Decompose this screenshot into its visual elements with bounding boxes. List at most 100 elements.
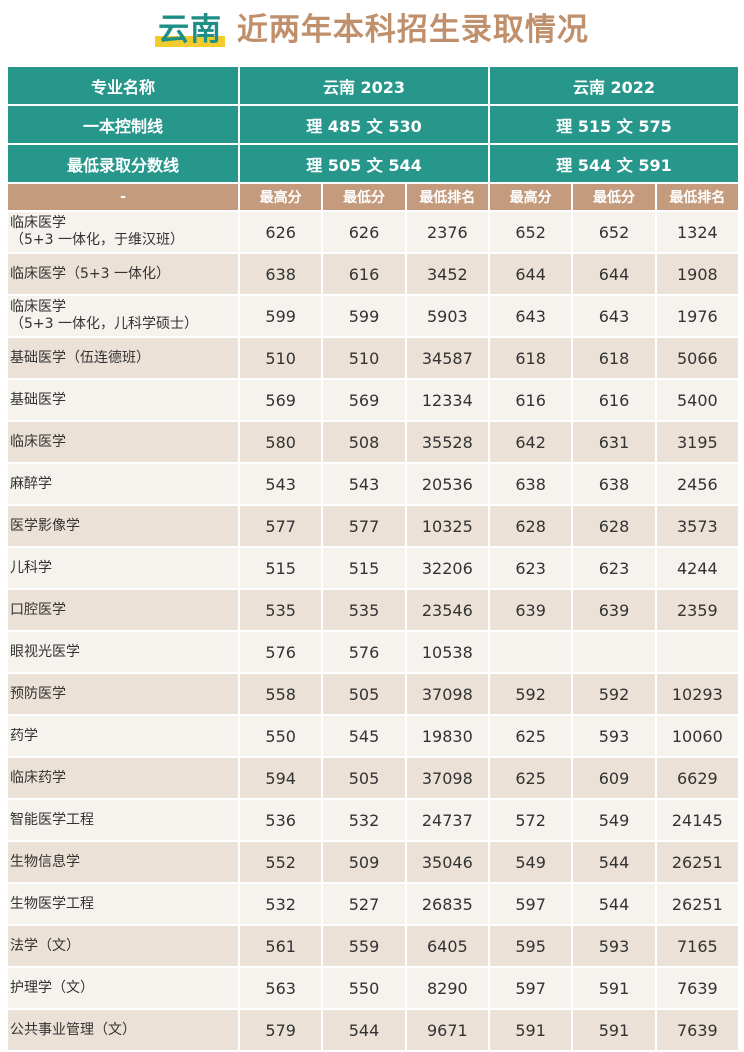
max-2022-cell: 618 <box>489 338 572 378</box>
min-2023-cell: 569 <box>323 380 405 420</box>
min-2023-cell: 532 <box>323 800 405 840</box>
max-2023-cell: 510 <box>240 338 322 378</box>
major-header: 专业名称 <box>8 67 238 104</box>
min-2023-cell: 616 <box>323 254 405 294</box>
table-row: 预防医学 558 505 37098 592 592 10293 <box>8 674 738 714</box>
major-name: 生物医学工程 <box>8 884 238 924</box>
max-2022-header: 最高分 <box>489 184 572 210</box>
rank-2023-cell: 2376 <box>406 212 488 252</box>
page-title: 云南 近两年本科招生录取情况 <box>0 4 744 49</box>
max-2023-cell: 550 <box>240 716 322 756</box>
rank-2022-cell: 1976 <box>656 296 738 336</box>
rank-2023-cell: 26835 <box>406 884 488 924</box>
min-2022-cell: 628 <box>573 506 655 546</box>
min-2022-cell: 544 <box>573 884 655 924</box>
rank-2023-cell: 19830 <box>406 716 488 756</box>
rank-2022-cell: 24145 <box>656 800 738 840</box>
rank-2023-cell: 10325 <box>406 506 488 546</box>
table-row: 基础医学 569 569 12334 616 616 5400 <box>8 380 738 420</box>
major-name: 法学（文） <box>8 926 238 966</box>
max-2022-cell: 623 <box>489 548 572 588</box>
major-name: 眼视光医学 <box>8 632 238 672</box>
max-2022-cell: 644 <box>489 254 572 294</box>
major-name: 基础医学（伍连德班） <box>8 338 238 378</box>
table-row: 临床医学 580 508 35528 642 631 3195 <box>8 422 738 462</box>
rank-2023-cell: 34587 <box>406 338 488 378</box>
year-2023-header: 云南 2023 <box>240 67 488 104</box>
min-2022-cell: 616 <box>573 380 655 420</box>
table-row: 临床药学 594 505 37098 625 609 6629 <box>8 758 738 798</box>
table-row: 医学影像学 577 577 10325 628 628 3573 <box>8 506 738 546</box>
min-2023-header: 最低分 <box>323 184 405 210</box>
rank-2022-cell: 1324 <box>656 212 738 252</box>
min-2022-cell: 639 <box>573 590 655 630</box>
major-name: 护理学（文） <box>8 968 238 1008</box>
max-2023-cell: 536 <box>240 800 322 840</box>
major-name: 口腔医学 <box>8 590 238 630</box>
max-2023-cell: 552 <box>240 842 322 882</box>
max-2023-cell: 577 <box>240 506 322 546</box>
min-score-label: 最低录取分数线 <box>8 145 238 182</box>
header-row: 专业名称 云南 2023 云南 2022 <box>8 67 738 104</box>
major-name: 药学 <box>8 716 238 756</box>
major-name: 公共事业管理（文） <box>8 1010 238 1050</box>
major-name: 临床医学 <box>8 422 238 462</box>
table-row: 眼视光医学 576 576 10538 <box>8 632 738 672</box>
min-2022-cell: 618 <box>573 338 655 378</box>
major-name: 预防医学 <box>8 674 238 714</box>
major-name: 基础医学 <box>8 380 238 420</box>
min-2023-cell: 509 <box>323 842 405 882</box>
table-row: 儿科学 515 515 32206 623 623 4244 <box>8 548 738 588</box>
min-2022-cell: 652 <box>573 212 655 252</box>
max-2023-cell: 579 <box>240 1010 322 1050</box>
min-2023-cell: 599 <box>323 296 405 336</box>
control-line-2022: 理 515 文 575 <box>489 106 738 143</box>
rank-2022-cell: 10060 <box>656 716 738 756</box>
rank-2023-cell: 3452 <box>406 254 488 294</box>
max-2022-cell: 639 <box>489 590 572 630</box>
max-2022-cell: 628 <box>489 506 572 546</box>
rank-2023-cell: 35528 <box>406 422 488 462</box>
min-2022-header: 最低分 <box>573 184 655 210</box>
max-2023-cell: 569 <box>240 380 322 420</box>
max-2023-cell: 515 <box>240 548 322 588</box>
major-name: 生物信息学 <box>8 842 238 882</box>
min-2023-cell: 576 <box>323 632 405 672</box>
min-2023-cell: 508 <box>323 422 405 462</box>
rank-2023-cell: 12334 <box>406 380 488 420</box>
rank-2022-cell: 7639 <box>656 968 738 1008</box>
max-2022-cell: 549 <box>489 842 572 882</box>
max-2023-cell: 580 <box>240 422 322 462</box>
min-score-row: 最低录取分数线 理 505 文 544 理 544 文 591 <box>8 145 738 182</box>
max-2022-cell: 638 <box>489 464 572 504</box>
rank-2022-cell: 4244 <box>656 548 738 588</box>
min-2023-cell: 550 <box>323 968 405 1008</box>
control-line-label: 一本控制线 <box>8 106 238 143</box>
rank-2023-cell: 8290 <box>406 968 488 1008</box>
min-2023-cell: 545 <box>323 716 405 756</box>
max-2022-cell: 652 <box>489 212 572 252</box>
major-name: 麻醉学 <box>8 464 238 504</box>
rank-2022-cell: 3573 <box>656 506 738 546</box>
major-name: 临床医学 （5+3 一体化，于维汉班） <box>8 212 238 252</box>
rank-2022-cell: 7165 <box>656 926 738 966</box>
major-name: 临床医学（5+3 一体化） <box>8 254 238 294</box>
title-text: 近两年本科招生录取情况 <box>225 12 589 48</box>
min-2023-cell: 510 <box>323 338 405 378</box>
max-2023-cell: 576 <box>240 632 322 672</box>
min-score-2022: 理 544 文 591 <box>489 145 738 182</box>
max-2023-header: 最高分 <box>240 184 322 210</box>
min-score-2023: 理 505 文 544 <box>240 145 488 182</box>
min-2022-cell: 591 <box>573 968 655 1008</box>
max-2022-cell: 597 <box>489 968 572 1008</box>
rank-2022-cell: 2359 <box>656 590 738 630</box>
table-row: 口腔医学 535 535 23546 639 639 2359 <box>8 590 738 630</box>
rank-2023-cell: 35046 <box>406 842 488 882</box>
table-row: 公共事业管理（文） 579 544 9671 591 591 7639 <box>8 1010 738 1050</box>
max-2023-cell: 563 <box>240 968 322 1008</box>
rank-2022-cell: 1908 <box>656 254 738 294</box>
min-2023-cell: 515 <box>323 548 405 588</box>
min-2023-cell: 505 <box>323 758 405 798</box>
rank-2022-cell: 3195 <box>656 422 738 462</box>
max-2023-cell: 638 <box>240 254 322 294</box>
